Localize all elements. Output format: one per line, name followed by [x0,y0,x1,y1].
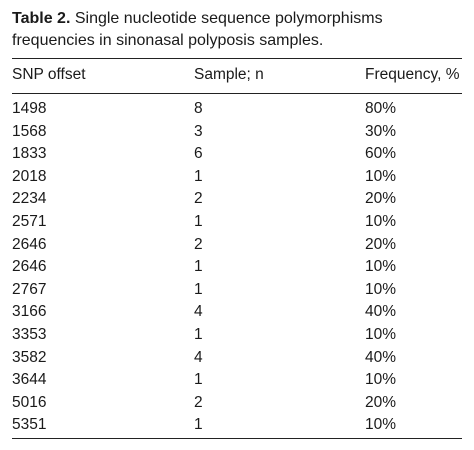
cell-frequency: 40% [365,348,397,366]
cell-sample-n: 1 [194,280,203,298]
cell-frequency: 10% [365,212,397,230]
cell-snp-offset: 1568 [12,122,47,140]
cell-snp-offset: 2571 [12,212,47,230]
header-rule [12,93,462,94]
cell-snp-offset: 5351 [12,416,47,434]
cell-sample-n: 1 [194,325,203,343]
table-row: 2571 1 10% [12,211,462,234]
table-row: 1833 6 60% [12,143,462,166]
cell-sample-n: 8 [194,100,203,117]
cell-snp-offset: 2767 [12,280,47,298]
table-row: 3644 1 10% [12,369,462,392]
cell-frequency: 10% [365,371,397,389]
table-row: 2646 1 10% [12,256,462,279]
cell-snp-offset: 5016 [12,393,47,411]
table-row: 2767 1 10% [12,279,462,302]
cell-frequency: 10% [365,258,397,276]
cell-sample-n: 4 [194,348,203,366]
cell-frequency: 10% [365,280,397,298]
cell-frequency: 20% [365,235,397,253]
table-row: 1498 8 80% [12,98,462,121]
top-rule [12,58,462,59]
table-row: 5351 1 10% [12,414,462,437]
table-header: SNP offset Sample; n Frequency, % [12,60,462,92]
cell-frequency: 80% [365,100,397,117]
cell-frequency: 10% [365,325,397,343]
table-row: 1568 3 30% [12,121,462,144]
cell-frequency: 20% [365,190,397,208]
cell-sample-n: 2 [194,235,203,253]
column-header-snp-offset: SNP offset [12,66,86,83]
table-body: 1498 8 80% 1568 3 30% 1833 6 60% 2018 1 10% 2234 2 20%… [12,98,462,437]
cell-sample-n: 1 [194,212,203,230]
cell-snp-offset: 2234 [12,190,47,208]
cell-frequency: 60% [365,145,397,163]
cell-snp-offset: 3353 [12,325,47,343]
table-row: 2646 2 20% [12,234,462,257]
cell-snp-offset: 2018 [12,167,47,185]
cell-frequency: 10% [365,167,397,185]
cell-snp-offset: 1498 [12,100,47,117]
cell-sample-n: 3 [194,122,203,140]
cell-sample-n: 1 [194,167,203,185]
cell-snp-offset: 1833 [12,145,47,163]
table-row: 2234 2 20% [12,188,462,211]
cell-sample-n: 2 [194,190,203,208]
table-row: 2018 1 10% [12,166,462,189]
cell-frequency: 10% [365,416,397,434]
cell-sample-n: 1 [194,371,203,389]
cell-frequency: 30% [365,122,397,140]
cell-snp-offset: 2646 [12,235,47,253]
table-caption: Table 2. Single nucleotide sequence poly… [12,8,464,52]
column-header-sample: Sample; n [194,66,264,83]
column-header-frequency: Frequency, % [365,66,460,83]
cell-sample-n: 6 [194,145,203,163]
bottom-rule [12,438,462,439]
cell-sample-n: 2 [194,393,203,411]
cell-snp-offset: 3582 [12,348,47,366]
header-row: SNP offset Sample; n Frequency, % [12,60,462,92]
table-row: 5016 2 20% [12,392,462,415]
cell-snp-offset: 3644 [12,371,47,389]
table-caption-text: Single nucleotide sequence polymorphisms… [12,10,383,49]
table-row: 3353 1 10% [12,324,462,347]
cell-sample-n: 1 [194,416,203,434]
table-row: 3582 4 40% [12,347,462,370]
table-label: Table 2. [12,10,71,27]
cell-sample-n: 1 [194,258,203,276]
cell-sample-n: 4 [194,303,203,321]
cell-frequency: 40% [365,303,397,321]
table-row: 3166 4 40% [12,301,462,324]
cell-frequency: 20% [365,393,397,411]
cell-snp-offset: 2646 [12,258,47,276]
cell-snp-offset: 3166 [12,303,47,321]
